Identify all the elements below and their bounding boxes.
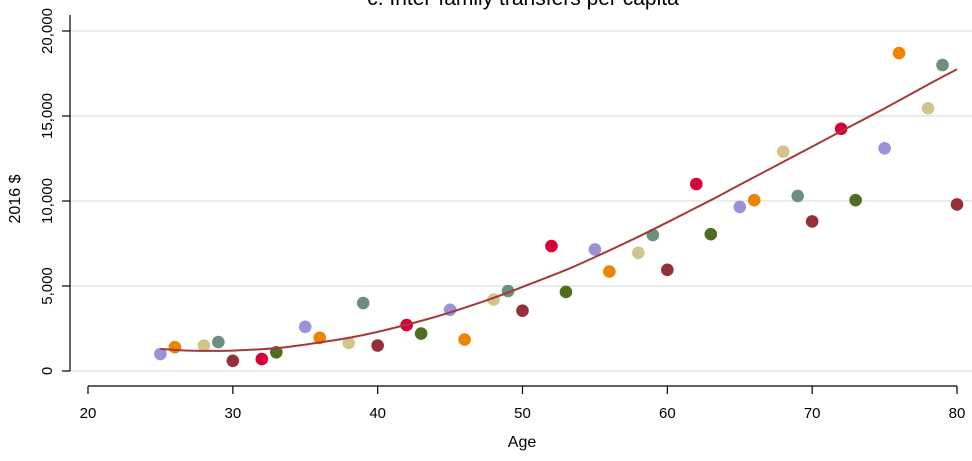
data-point xyxy=(936,58,949,72)
data-point xyxy=(805,215,819,228)
data-point xyxy=(414,327,428,340)
data-point xyxy=(197,339,211,352)
data-point xyxy=(791,189,804,203)
data-point xyxy=(588,243,602,256)
y-axis-title: 2016 $ xyxy=(7,174,24,223)
data-point xyxy=(313,331,327,345)
x-axis-title: Age xyxy=(508,434,537,451)
data-point xyxy=(545,239,558,253)
data-point xyxy=(690,177,703,191)
data-point xyxy=(559,285,573,299)
data-point xyxy=(950,198,964,211)
y-tick-label: 10,000 xyxy=(39,178,56,224)
data-point xyxy=(168,340,182,354)
data-point xyxy=(921,102,935,115)
data-point xyxy=(661,263,674,277)
data-points xyxy=(154,46,964,368)
chart-title: c. Inter-family transfers per capita xyxy=(367,0,679,10)
data-point xyxy=(776,145,790,158)
data-point xyxy=(356,296,370,310)
data-point xyxy=(458,333,471,346)
x-tick-label: 80 xyxy=(949,405,966,422)
x-tick-label: 20 xyxy=(80,405,97,422)
data-point xyxy=(892,46,906,60)
x-tick-label: 70 xyxy=(804,405,821,422)
grid-lines xyxy=(70,30,972,372)
x-tick-label: 40 xyxy=(369,405,386,422)
data-point xyxy=(704,227,718,241)
data-point xyxy=(632,246,645,260)
y-tick-label: 5,000 xyxy=(39,267,56,305)
data-point xyxy=(298,320,312,334)
data-point xyxy=(255,352,269,366)
y-tick-label: 20,000 xyxy=(39,8,56,54)
y-axis-ticks: 0 5,000 10,000 15,000 20,000 xyxy=(39,8,70,375)
x-tick-label: 60 xyxy=(659,405,676,422)
y-tick-label: 0 xyxy=(39,367,56,375)
data-point xyxy=(849,193,862,207)
data-point xyxy=(516,304,529,317)
fitted-curve xyxy=(160,68,958,352)
data-point xyxy=(878,142,891,155)
data-point xyxy=(733,200,747,214)
data-point xyxy=(747,193,761,207)
data-point xyxy=(342,336,356,350)
data-point xyxy=(154,347,167,361)
data-point xyxy=(603,265,616,278)
data-point xyxy=(212,335,225,349)
data-point xyxy=(226,354,240,368)
x-tick-label: 30 xyxy=(224,405,241,422)
data-point xyxy=(371,339,384,352)
x-axis-ticks: 20 30 40 50 60 70 80 xyxy=(80,386,966,422)
x-tick-label: 50 xyxy=(514,405,531,422)
y-tick-label: 15,000 xyxy=(39,93,56,139)
